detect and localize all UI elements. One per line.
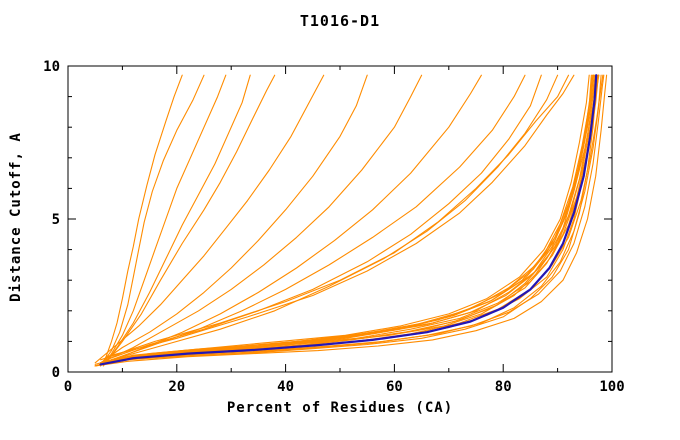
series-line-model-15	[94, 74, 599, 367]
series-line-model-28	[100, 74, 599, 365]
y-tick-label: 5	[52, 212, 60, 228]
series-line-model-19	[100, 74, 597, 365]
x-tick-label: 40	[277, 379, 294, 395]
series-line-model-29	[94, 74, 605, 367]
x-tick-label: 60	[386, 379, 403, 395]
series-line-model-11	[105, 74, 542, 361]
series-line-model-12	[110, 74, 559, 361]
x-tick-label: 80	[495, 379, 512, 395]
plot-frame	[67, 65, 613, 373]
x-tick-label: 100	[599, 379, 624, 395]
series-line-model-09	[105, 74, 482, 364]
series-line-model-04	[105, 74, 276, 364]
series-line-model-18	[105, 74, 599, 364]
series-line-model-07	[100, 74, 368, 364]
x-tick-label: 0	[64, 379, 72, 395]
x-tick-label: 20	[168, 379, 185, 395]
x-axis-label: Percent of Residues (CA)	[226, 400, 454, 416]
series-line-model-06	[94, 74, 325, 364]
y-tick-label: 0	[52, 365, 60, 381]
series-line-model-08	[100, 74, 423, 364]
series-line-model-13	[100, 74, 570, 361]
series-line-model-10	[110, 74, 526, 361]
series-line-model-17	[94, 74, 608, 367]
series-line-model-24	[100, 74, 593, 365]
series-line-model-25	[100, 74, 595, 364]
series-line-model-02	[102, 74, 227, 367]
series-line-model-05	[100, 74, 205, 367]
series-line-model-31	[94, 74, 592, 365]
chart-title: T1016-D1	[299, 12, 381, 30]
series-line-model-16	[100, 74, 602, 365]
series-line-model-21	[100, 74, 595, 364]
series-line-model-23	[94, 74, 600, 367]
series-line-model-22	[105, 74, 590, 362]
series-line-model-03	[105, 74, 251, 364]
y-tick-label: 10	[43, 59, 60, 75]
series-line-model-14	[105, 74, 575, 358]
series-line-model-01	[100, 74, 183, 367]
series-line-selected-model	[99, 74, 598, 366]
